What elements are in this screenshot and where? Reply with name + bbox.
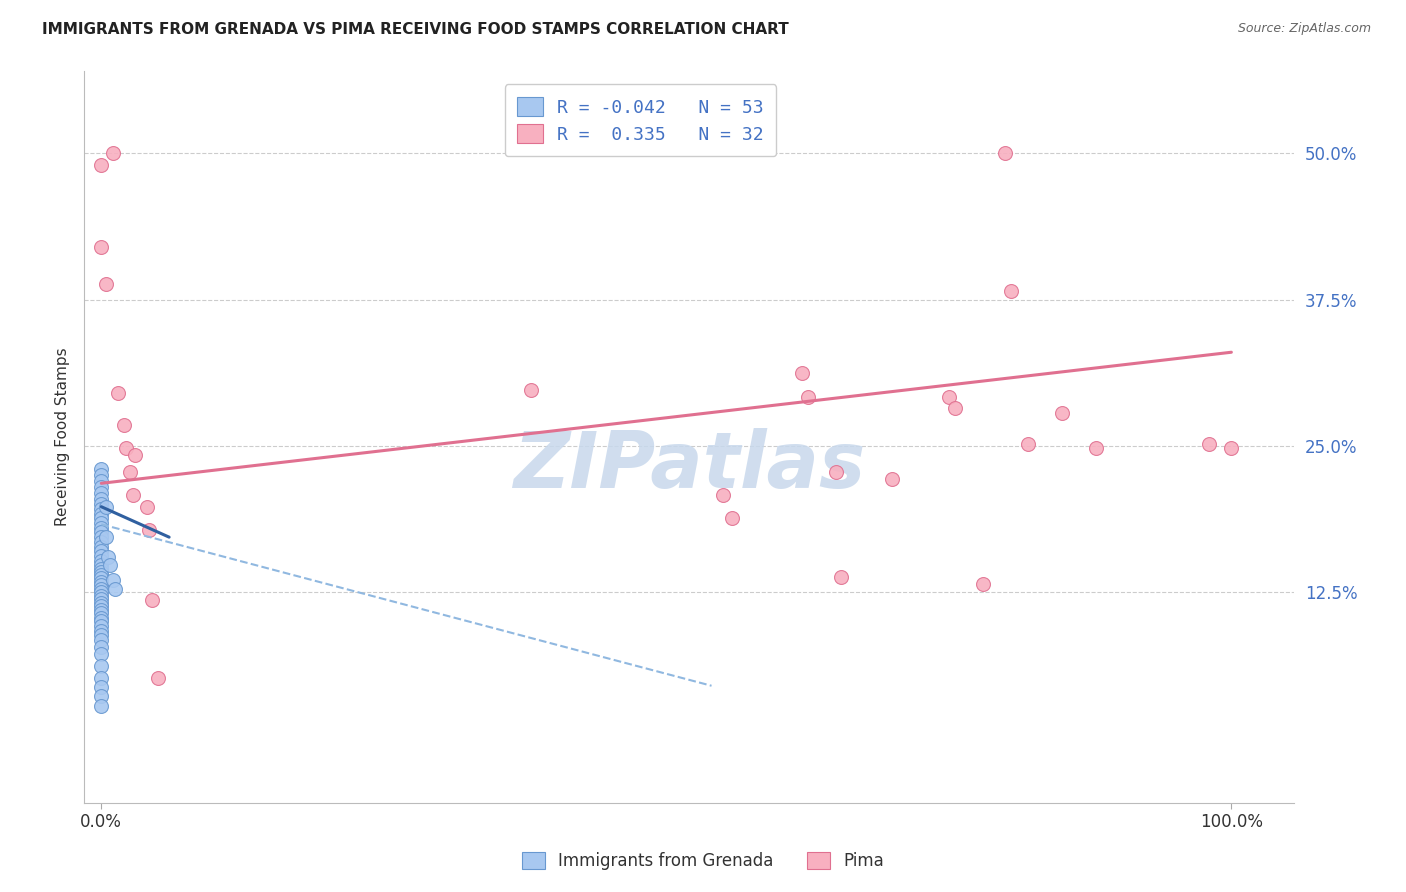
Point [90,589,112,603]
Point [90,530,112,544]
Point [94,500,117,514]
Point [90,544,112,558]
Point [90,592,112,607]
Point [90,671,112,685]
Point [90,606,112,620]
Point [94,277,117,292]
Point [90,516,112,530]
Point [790,366,813,380]
Point [90,540,112,554]
Point [90,158,112,172]
Point [90,462,112,476]
Point [90,690,112,704]
Point [90,628,112,642]
Point [101,574,124,588]
Point [90,640,112,655]
Point [107,386,129,401]
Point [90,599,112,614]
Point [90,480,112,494]
Point [1000,285,1022,299]
Point [135,500,157,514]
Point [141,593,163,607]
Legend: R = -0.042   N = 53, R =  0.335   N = 32: R = -0.042 N = 53, R = 0.335 N = 32 [505,84,776,156]
Point [90,240,112,254]
Point [90,553,112,567]
Point [115,441,138,455]
Point [90,698,112,713]
Point [1220,441,1243,455]
Point [90,596,112,610]
Point [97,549,120,564]
Point [90,567,112,582]
Point [519,383,541,397]
Point [824,465,846,479]
Point [90,507,112,521]
Point [90,485,112,500]
Point [98,558,121,573]
Text: IMMIGRANTS FROM GRENADA VS PIMA RECEIVING FOOD STAMPS CORRELATION CHART: IMMIGRANTS FROM GRENADA VS PIMA RECEIVIN… [42,22,789,37]
Point [1084,441,1107,455]
Point [994,146,1017,161]
Point [90,571,112,585]
Point [90,585,112,599]
Point [90,549,112,563]
Point [943,401,966,416]
Point [90,680,112,694]
Point [90,511,112,525]
Point [90,582,112,596]
Y-axis label: Receiving Food Stamps: Receiving Food Stamps [55,348,70,526]
Point [90,619,112,633]
Point [90,566,112,580]
Point [94,530,117,544]
Point [721,511,744,525]
Point [90,502,112,516]
Point [90,578,112,592]
Point [122,488,145,502]
Point [90,647,112,661]
Point [90,633,112,648]
Point [112,417,135,432]
Text: ZIPatlas: ZIPatlas [513,428,865,504]
Point [90,658,112,673]
Point [118,465,141,479]
Point [90,558,112,573]
Point [796,390,818,404]
Point [90,611,112,625]
Point [882,472,904,486]
Point [101,146,124,161]
Point [711,488,734,502]
Point [90,534,112,549]
Point [90,562,112,576]
Point [1198,436,1220,450]
Point [90,491,112,506]
Point [90,525,112,540]
Point [104,582,127,596]
Point [90,497,112,511]
Point [972,577,994,591]
Point [124,448,146,462]
Point [90,603,112,617]
Point [90,474,112,488]
Point [138,523,160,537]
Point [90,615,112,629]
Point [90,521,112,535]
Point [146,671,169,685]
Point [1017,436,1039,450]
Text: Source: ZipAtlas.com: Source: ZipAtlas.com [1237,22,1371,36]
Point [90,468,112,483]
Point [90,574,112,589]
Point [90,624,112,638]
Point [831,570,853,584]
Point [938,390,960,404]
Point [1050,406,1073,420]
Legend: Immigrants from Grenada, Pima: Immigrants from Grenada, Pima [515,845,891,877]
